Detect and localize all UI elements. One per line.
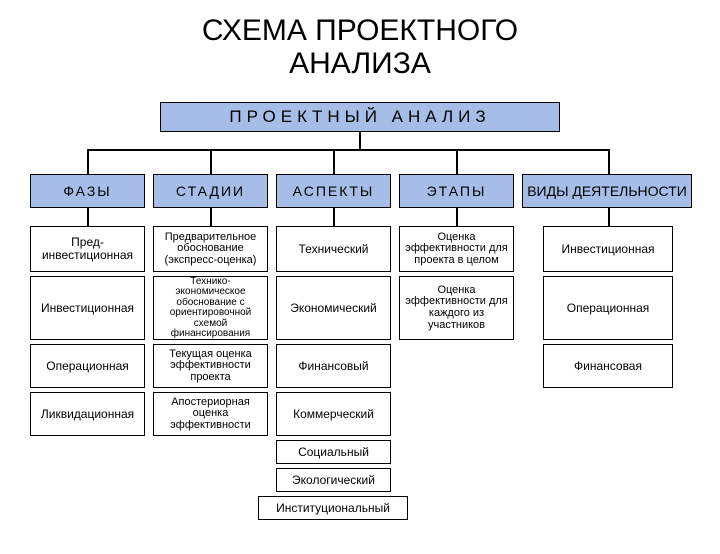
fazy-r4: Ликвидационная xyxy=(30,392,145,436)
connector xyxy=(333,208,335,226)
connector xyxy=(359,132,361,149)
cat-etapy: ЭТАПЫ xyxy=(399,174,514,208)
stadii-r4: Апостериорная оценка эффективности xyxy=(153,392,268,436)
title-line2: АНАЛИЗА xyxy=(289,47,431,80)
root-box: ПРОЕКТНЫЙ АНАЛИЗ xyxy=(160,102,560,132)
fazy-r2: Инвестиционная xyxy=(30,276,145,340)
stadii-r3: Текущая оценка эффективности проекта xyxy=(153,344,268,388)
aspekty-r1: Технический xyxy=(276,226,391,272)
connector xyxy=(87,149,610,151)
connector xyxy=(87,149,89,174)
aspekty-r5: Социальный xyxy=(276,440,391,464)
cat-stadii: СТАДИИ xyxy=(153,174,268,208)
page-title: СХЕМА ПРОЕКТНОГО АНАЛИЗА xyxy=(0,14,720,80)
aspekty-r4: Коммерческий xyxy=(276,392,391,436)
aspekty-r3: Финансовый xyxy=(276,344,391,388)
connector xyxy=(608,149,610,174)
connector xyxy=(333,149,335,174)
connector xyxy=(210,208,212,226)
aspekty-r2: Экономический xyxy=(276,276,391,340)
aspekty-r6: Экологический xyxy=(276,468,391,492)
connector xyxy=(456,149,458,174)
connector xyxy=(456,208,458,226)
vidy-r3: Финансовая xyxy=(543,344,673,388)
connector xyxy=(210,149,212,174)
fazy-r1: Пред-инвестиционная xyxy=(30,226,145,272)
connector xyxy=(608,208,610,226)
connector xyxy=(87,208,89,226)
vidy-r1: Инвестиционная xyxy=(543,226,673,272)
stadii-r1: Предварительное обоснование (экспресс-оц… xyxy=(153,226,268,272)
root-label: ПРОЕКТНЫЙ АНАЛИЗ xyxy=(229,108,490,126)
cat-vidy: ВИДЫ ДЕЯТЕЛЬНОСТИ xyxy=(522,174,692,208)
vidy-r2: Операционная xyxy=(543,276,673,340)
cat-aspekty: АСПЕКТЫ xyxy=(276,174,391,208)
stadii-r2: Технико-экономическое обоснование с орие… xyxy=(153,276,268,340)
title-line1: СХЕМА ПРОЕКТНОГО xyxy=(202,14,518,47)
fazy-r3: Операционная xyxy=(30,344,145,388)
etapy-r1: Оценка эффективности для проекта в целом xyxy=(399,226,514,272)
aspekty-r7: Институциональный xyxy=(258,496,408,520)
cat-fazy: ФАЗЫ xyxy=(30,174,145,208)
etapy-r2: Оценка эффективности для каждого из учас… xyxy=(399,276,514,340)
